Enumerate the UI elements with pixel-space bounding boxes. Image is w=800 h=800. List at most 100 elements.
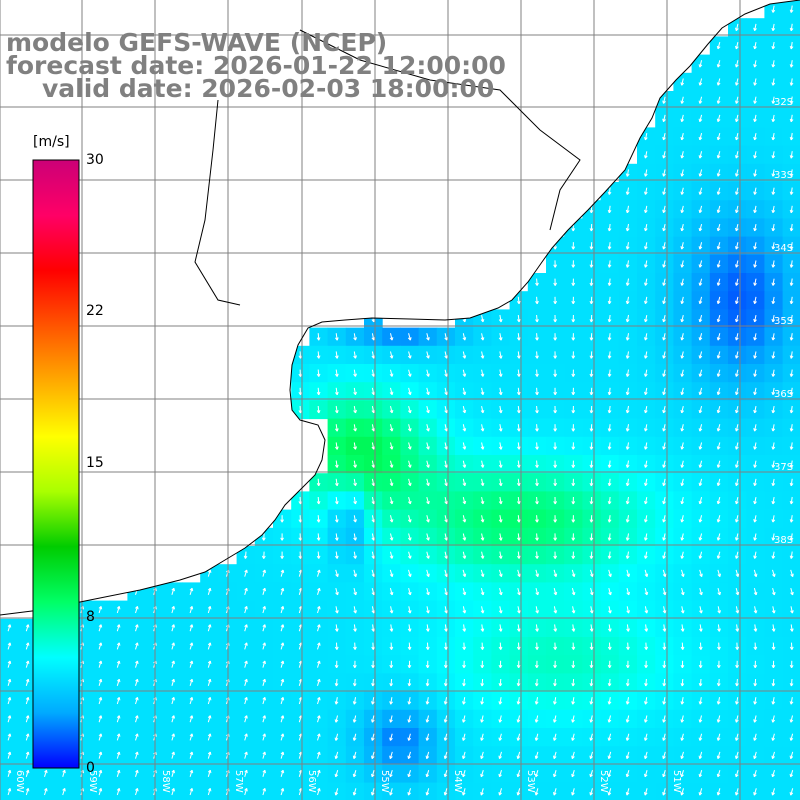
wind-arrow [498, 369, 503, 377]
wind-arrow [753, 678, 758, 687]
wind-arrow [753, 751, 757, 760]
wind-arrow [698, 278, 703, 286]
wind-arrow [771, 151, 776, 159]
wind-arrow [789, 442, 794, 450]
wind-arrow [389, 405, 394, 414]
wind-arrow [589, 587, 594, 596]
wind-arrow [753, 169, 757, 177]
wind-arrow [735, 296, 739, 305]
wind-arrow [662, 296, 666, 305]
wind-arrow [7, 733, 12, 741]
wind-arrow [771, 642, 776, 650]
wind-arrow [389, 733, 393, 741]
wind-arrow [662, 515, 666, 523]
wind-arrow [753, 460, 757, 468]
wind-arrow [516, 369, 521, 377]
wind-arrow [280, 733, 285, 741]
wind-arrow [499, 569, 503, 578]
wind-arrow [116, 788, 121, 796]
wind-arrow [680, 551, 685, 559]
wind-arrow [280, 587, 285, 595]
wind-arrow [698, 169, 703, 177]
wind-arrow [644, 387, 648, 396]
wind-arrow [698, 78, 703, 86]
wind-arrow [735, 678, 739, 687]
wind-arrow [244, 697, 248, 705]
wind-arrow [662, 205, 666, 214]
wind-arrow [444, 533, 448, 541]
wind-arrow [753, 478, 757, 487]
wind-arrow [625, 515, 630, 523]
wind-arrow [735, 78, 739, 86]
wind-arrow [389, 333, 394, 341]
wind-arrow [789, 132, 794, 141]
wind-arrow [571, 733, 575, 741]
wind-arrow [607, 187, 612, 195]
wind-arrow [771, 351, 776, 359]
wind-arrow [753, 351, 757, 359]
wind-arrow [462, 405, 467, 414]
wind-arrow [607, 642, 612, 650]
wind-arrow [262, 587, 266, 595]
wind-arrow [607, 697, 612, 705]
wind-arrow [771, 733, 776, 741]
wind-arrow [334, 405, 339, 414]
wind-arrow [735, 424, 739, 432]
wind-arrow [607, 314, 612, 323]
wind-arrow [735, 223, 739, 232]
wind-arrow [753, 260, 757, 268]
wind-arrow [535, 515, 539, 523]
wind-arrow [644, 442, 648, 450]
wind-arrow [589, 296, 594, 305]
wind-arrow [571, 460, 576, 468]
wind-arrow [553, 715, 557, 723]
wind-arrow [625, 296, 630, 305]
wind-arrow [680, 460, 685, 468]
wind-arrow [444, 587, 448, 596]
wind-arrow [625, 751, 630, 760]
wind-arrow [553, 551, 558, 559]
wind-arrow [698, 642, 703, 650]
wind-arrow [25, 642, 30, 650]
wind-arrow [680, 678, 685, 687]
wind-arrow [516, 478, 521, 487]
wind-arrow [62, 788, 66, 796]
wind-arrow [589, 387, 594, 396]
wind-arrow [789, 314, 794, 323]
wind-arrow [698, 223, 703, 232]
wind-arrow [135, 678, 139, 686]
wind-arrow [771, 715, 776, 723]
wind-arrow [244, 642, 248, 650]
wind-arrow [607, 405, 612, 414]
wind-arrow [607, 788, 612, 796]
wind-arrow [625, 733, 630, 741]
wind-arrow [171, 587, 175, 595]
wind-arrow [116, 751, 121, 759]
wind-arrow [535, 351, 539, 359]
wind-arrow [426, 515, 430, 523]
wind-arrow [571, 296, 576, 305]
wind-arrow [735, 169, 739, 177]
wind-arrow [7, 660, 12, 668]
wind-arrow [516, 424, 521, 432]
wind-arrow [625, 351, 630, 359]
wind-arrow [771, 678, 776, 687]
wind-arrow [589, 369, 594, 377]
wind-arrow [698, 387, 703, 396]
wind-arrow [698, 314, 703, 323]
wind-arrow [352, 697, 357, 705]
wind-arrow [189, 751, 194, 759]
wind-arrow [353, 406, 357, 414]
colorbar-tick-0: 0 [86, 760, 95, 776]
wind-arrow [553, 606, 558, 614]
wind-arrow [625, 205, 630, 214]
wind-arrow [644, 405, 648, 414]
wind-arrow [317, 606, 321, 614]
wind-arrow [407, 333, 412, 341]
wind-arrow [207, 751, 212, 759]
wind-arrow [680, 660, 685, 669]
wind-arrow [771, 369, 776, 377]
wind-arrow [389, 387, 394, 396]
wind-arrow [262, 569, 266, 577]
wind-arrow [790, 587, 794, 596]
